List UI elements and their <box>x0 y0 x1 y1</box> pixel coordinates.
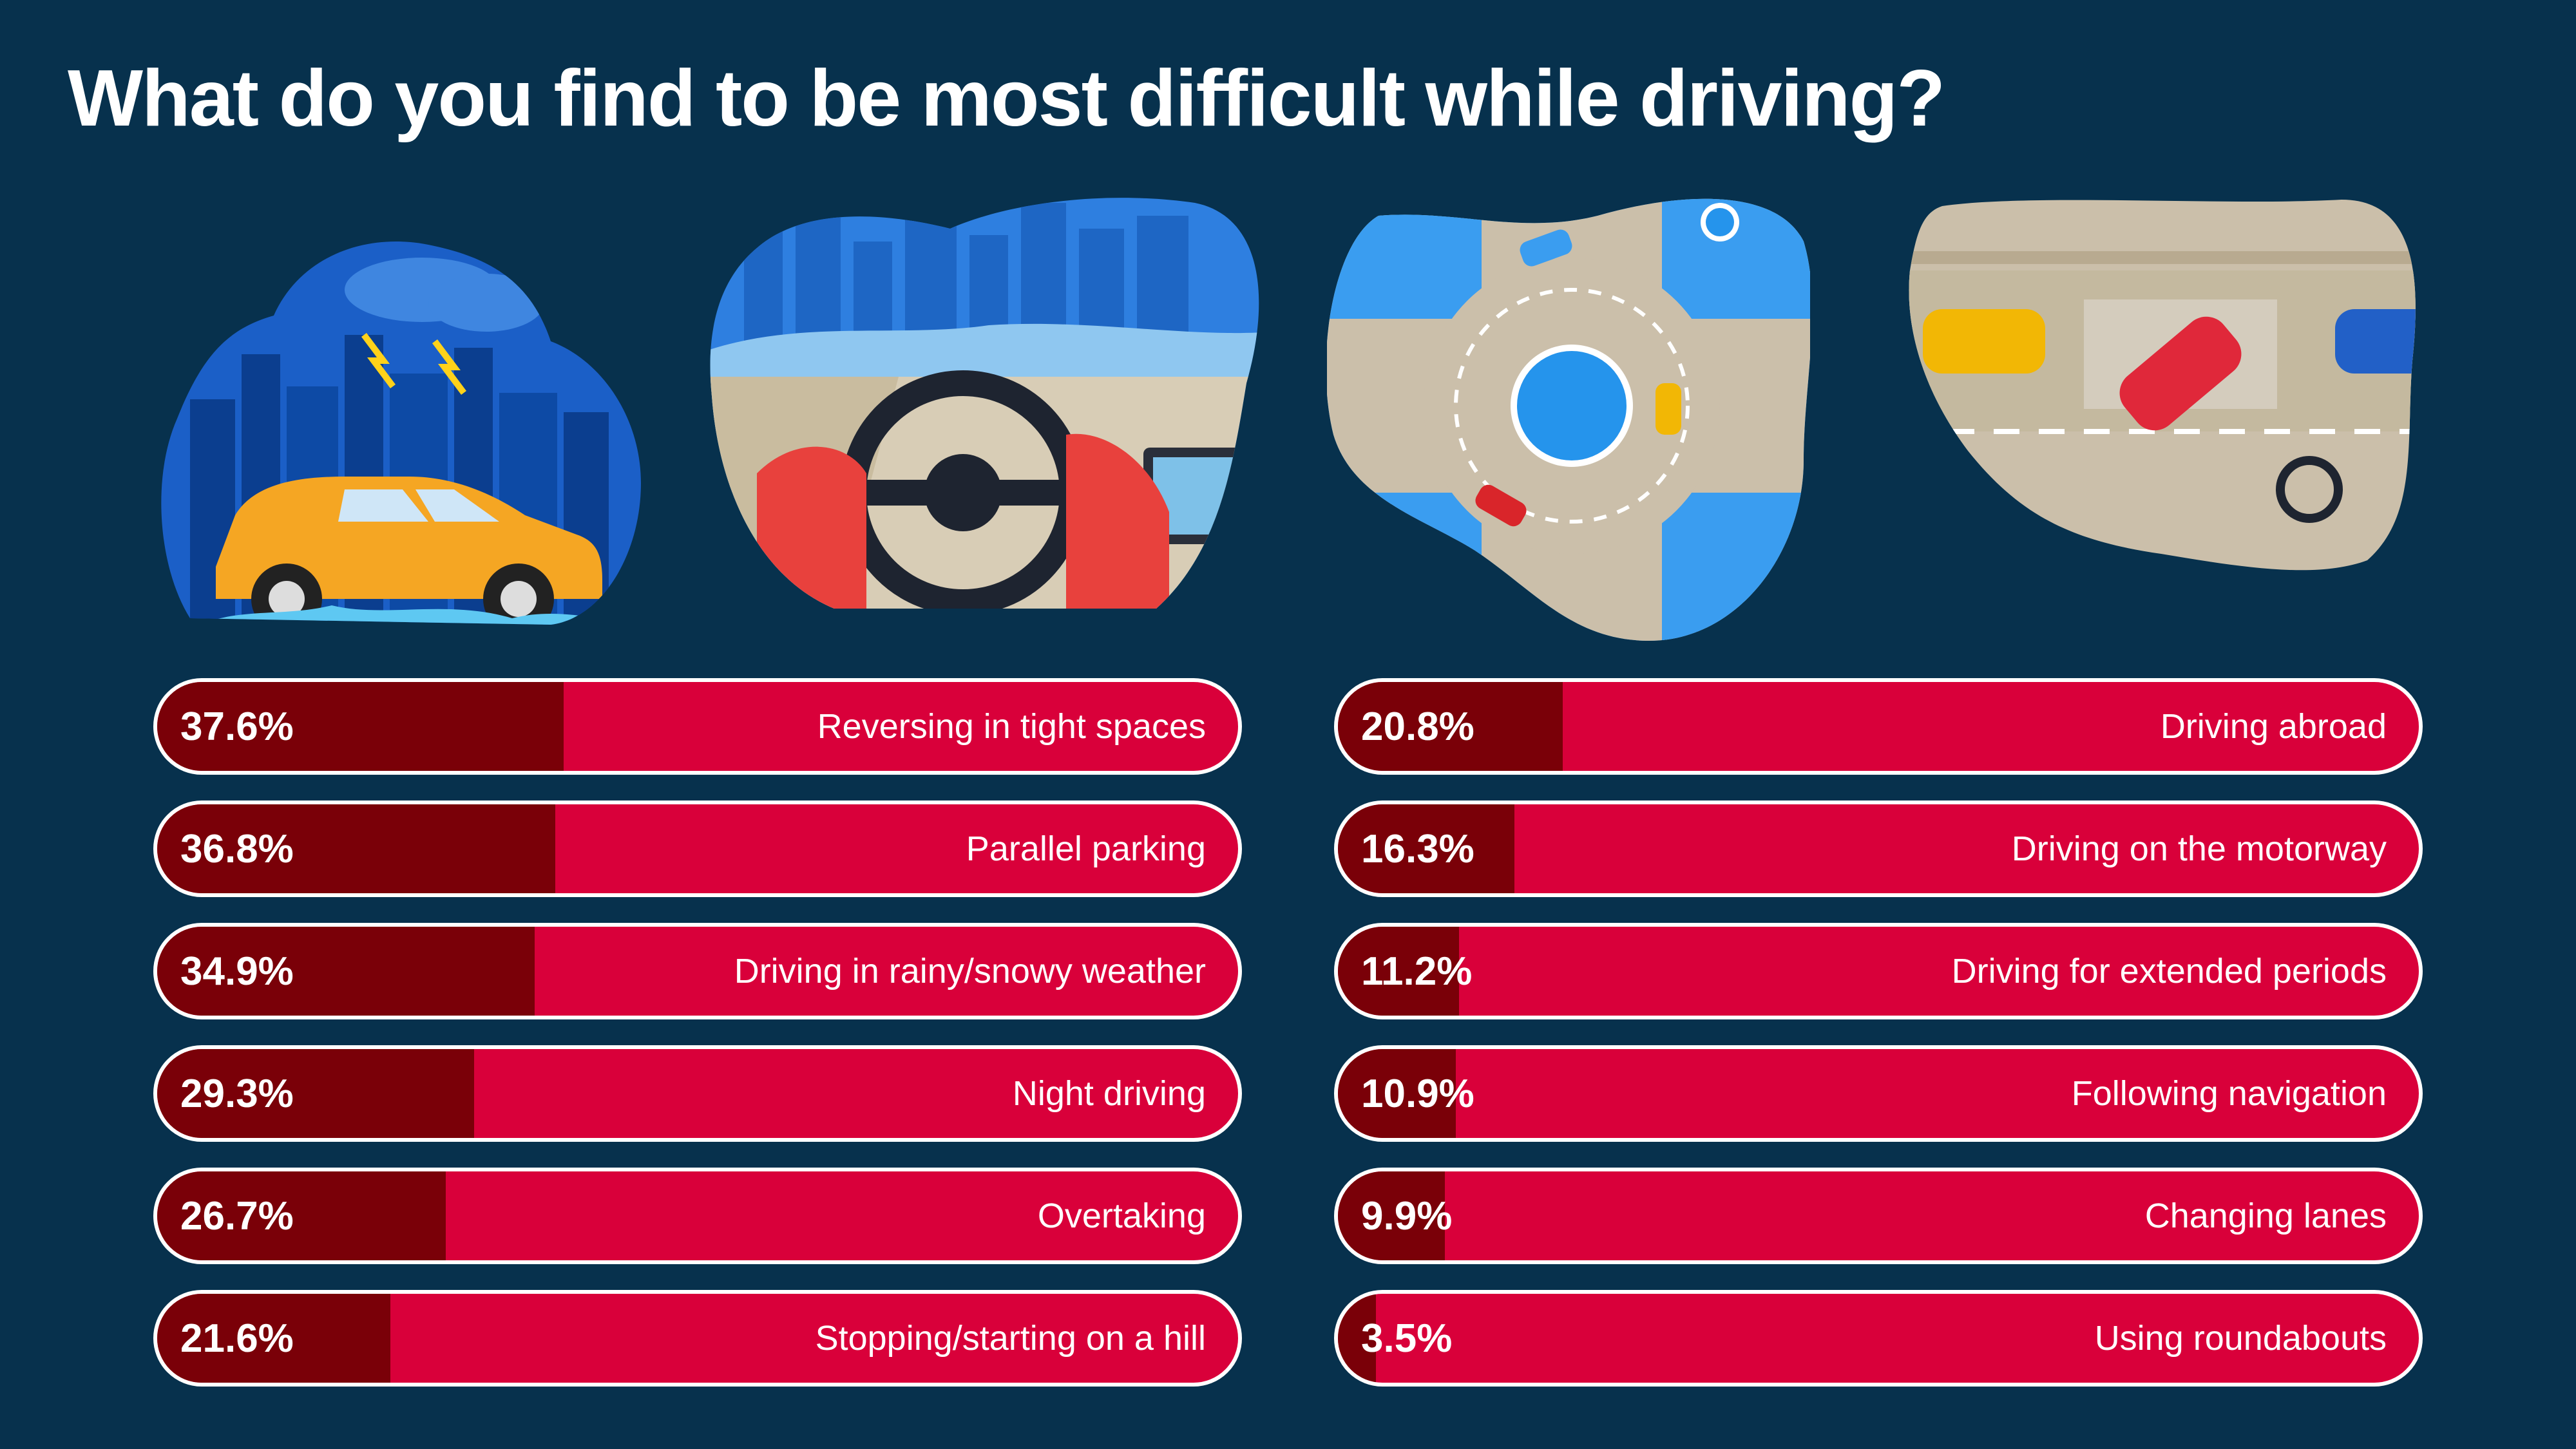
bar-fill <box>1338 1171 1445 1260</box>
bar-category-label: Changing lanes <box>2144 1197 2387 1235</box>
bar-category-label: Driving on the motorway <box>2011 829 2387 868</box>
bar-value-label: 16.3% <box>1361 826 1474 871</box>
page-title: What do you find to be most difficult wh… <box>68 54 1945 143</box>
parallel-parking-illustration <box>1903 193 2422 573</box>
bar-row: 37.6% Reversing in tight spaces <box>153 678 1242 775</box>
bar-row: 34.9% Driving in rainy/snowy weather <box>153 923 1242 1019</box>
bar-row: 16.3% Driving on the motorway <box>1334 800 2423 897</box>
car-in-rain-illustration <box>151 206 647 631</box>
bar-value-label: 34.9% <box>180 949 294 994</box>
bar-fill <box>157 1294 391 1383</box>
bar-value-label: 21.6% <box>180 1316 294 1361</box>
bar-category-label: Driving abroad <box>2160 707 2387 746</box>
bar-fill <box>157 1171 446 1260</box>
bar-row: 10.9% Following navigation <box>1334 1045 2423 1142</box>
bar-category-label: Using roundabouts <box>2094 1319 2387 1358</box>
bar-value-label: 11.2% <box>1361 949 1473 994</box>
bar-value-label: 9.9% <box>1361 1193 1453 1238</box>
bar-row: 9.9% Changing lanes <box>1334 1168 2423 1264</box>
bar-row: 26.7% Overtaking <box>153 1168 1242 1264</box>
bar-column-right: 20.8% Driving abroad 16.3% Driving on the m… <box>1334 678 2423 1412</box>
bar-row: 3.5% Using roundabouts <box>1334 1290 2423 1387</box>
bar-category-label: Parallel parking <box>966 829 1206 868</box>
bar-value-label: 20.8% <box>1361 704 1474 749</box>
steering-wheel-illustration <box>705 190 1272 618</box>
bar-fill <box>1338 682 1563 771</box>
bar-fill <box>157 804 555 893</box>
bar-fill <box>157 682 564 771</box>
bar-row: 21.6% Stopping/starting on a hill <box>153 1290 1242 1387</box>
bar-category-label: Following navigation <box>2071 1074 2387 1113</box>
bar-value-label: 37.6% <box>180 704 294 749</box>
bar-category-label: Night driving <box>1012 1074 1206 1113</box>
bar-row: 36.8% Parallel parking <box>153 800 1242 897</box>
bar-fill <box>1338 804 1514 893</box>
bar-category-label: Driving for extended periods <box>1951 952 2387 990</box>
bar-fill <box>157 1049 474 1138</box>
bar-value-label: 36.8% <box>180 826 294 871</box>
bar-fill <box>1338 927 1459 1016</box>
bar-column-left: 37.6% Reversing in tight spaces 36.8% Paral… <box>153 678 1242 1412</box>
bar-category-label: Stopping/starting on a hill <box>815 1319 1206 1358</box>
bar-row: 29.3% Night driving <box>153 1045 1242 1142</box>
bar-value-label: 3.5% <box>1361 1316 1453 1361</box>
bar-category-label: Overtaking <box>1037 1197 1206 1235</box>
bar-value-label: 26.7% <box>180 1193 294 1238</box>
bar-fill <box>1338 1049 1456 1138</box>
bar-fill <box>157 927 535 1016</box>
bar-category-label: Driving in rainy/snowy weather <box>734 952 1206 990</box>
bar-row: 11.2% Driving for extended periods <box>1334 923 2423 1019</box>
bar-category-label: Reversing in tight spaces <box>817 707 1206 746</box>
bar-row: 20.8% Driving abroad <box>1334 678 2423 775</box>
bar-value-label: 10.9% <box>1361 1071 1474 1116</box>
bar-fill <box>1338 1294 1376 1383</box>
roundabout-illustration <box>1327 190 1810 644</box>
bar-value-label: 29.3% <box>180 1071 294 1116</box>
